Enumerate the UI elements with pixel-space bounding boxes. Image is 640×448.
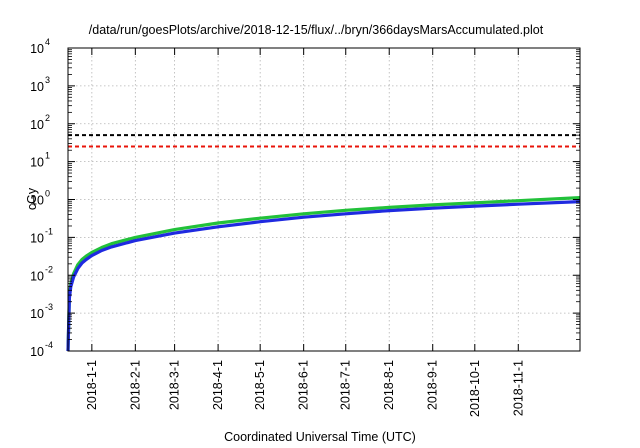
y-tick-label: 10 [30, 345, 44, 359]
series-line [66, 196, 581, 352]
x-tick-label: 2018-1-1 [85, 360, 99, 410]
y-tick-label: 10 [30, 80, 44, 94]
y-tick-label: 10 [30, 231, 44, 245]
y-tick-label-exponent: 1 [45, 151, 50, 161]
x-tick-label: 2018-10-1 [468, 360, 482, 417]
x-tick-label: 2018-7-1 [339, 360, 353, 410]
y-tick-label-exponent: 4 [45, 37, 50, 47]
y-tick-label: 10 [30, 118, 44, 132]
y-tick-label: 10 [30, 194, 44, 208]
y-tick-label-exponent: -4 [45, 340, 53, 350]
x-tick-label: 2018-9-1 [426, 360, 440, 410]
x-tick-label: 2018-5-1 [253, 360, 267, 410]
y-tick-label-exponent: 2 [45, 113, 50, 123]
y-tick-label: 10 [30, 269, 44, 283]
x-tick-label: 2018-6-1 [297, 360, 311, 410]
y-tick-label-exponent: -2 [45, 264, 53, 274]
x-axis-label: Coordinated Universal Time (UTC) [224, 430, 416, 444]
x-tick-label: 2018-8-1 [382, 360, 396, 410]
x-tick-label: 2018-4-1 [211, 360, 225, 410]
y-tick-label-exponent: -3 [45, 302, 53, 312]
x-tick-label: 2018-3-1 [168, 360, 182, 410]
series-line [66, 200, 581, 352]
y-tick-label: 10 [30, 42, 44, 56]
grid [68, 48, 580, 351]
y-tick-label-exponent: -1 [45, 226, 53, 236]
y-axis-label: cGy [25, 187, 39, 210]
y-tick-label: 10 [30, 156, 44, 170]
reference-lines [68, 134, 580, 148]
y-tick-label-exponent: 3 [45, 75, 50, 85]
x-tick-label: 2018-11-1 [511, 360, 525, 416]
y-tick-label: 10 [30, 307, 44, 321]
chart-title: /data/run/goesPlots/archive/2018-12-15/f… [89, 23, 544, 37]
y-tick-label-exponent: 0 [45, 189, 50, 199]
x-tick-label: 2018-2-1 [128, 360, 142, 410]
x-axis-ticks: 2018-1-1 2018-2-1 2018-3-1 2018-4-1 2018-5-1… [85, 48, 525, 417]
series-lines [66, 196, 581, 352]
